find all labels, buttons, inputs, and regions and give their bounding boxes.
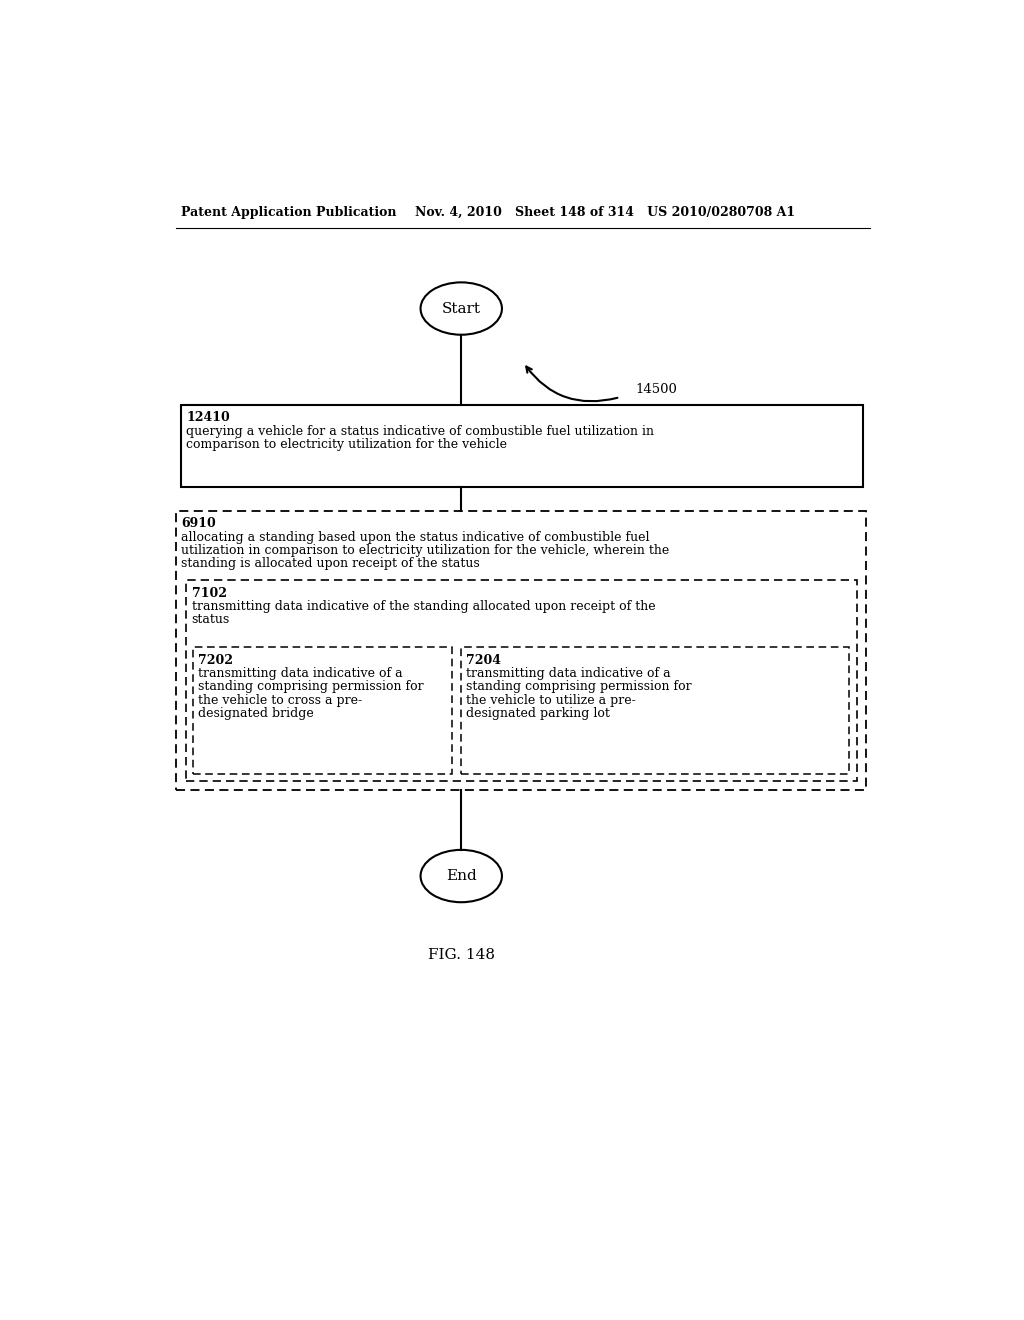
Text: the vehicle to utilize a pre-: the vehicle to utilize a pre- [466, 693, 636, 706]
Text: designated parking lot: designated parking lot [466, 706, 609, 719]
Text: 6910: 6910 [181, 517, 216, 531]
Text: standing is allocated upon receipt of the status: standing is allocated upon receipt of th… [181, 557, 480, 570]
Text: 12410: 12410 [186, 411, 229, 424]
Text: transmitting data indicative of the standing allocated upon receipt of the: transmitting data indicative of the stan… [191, 601, 655, 614]
Text: 14500: 14500 [636, 383, 678, 396]
Text: End: End [445, 869, 476, 883]
Text: querying a vehicle for a status indicative of combustible fuel utilization in: querying a vehicle for a status indicati… [186, 425, 654, 438]
Text: designated bridge: designated bridge [198, 706, 313, 719]
Text: Nov. 4, 2010   Sheet 148 of 314   US 2010/0280708 A1: Nov. 4, 2010 Sheet 148 of 314 US 2010/02… [415, 206, 795, 219]
Text: Start: Start [441, 301, 480, 315]
Text: the vehicle to cross a pre-: the vehicle to cross a pre- [198, 693, 361, 706]
Text: transmitting data indicative of a: transmitting data indicative of a [198, 668, 402, 680]
Text: FIG. 148: FIG. 148 [428, 948, 495, 962]
Text: status: status [191, 614, 229, 627]
Bar [186, 581, 856, 780]
Bar [461, 647, 849, 775]
Text: Patent Application Publication: Patent Application Publication [180, 206, 396, 219]
Text: comparison to electricity utilization for the vehicle: comparison to electricity utilization fo… [186, 438, 507, 451]
Text: allocating a standing based upon the status indicative of combustible fuel: allocating a standing based upon the sta… [181, 531, 650, 544]
Bar [176, 511, 866, 789]
Text: standing comprising permission for: standing comprising permission for [466, 681, 691, 693]
Text: utilization in comparison to electricity utilization for the vehicle, wherein th: utilization in comparison to electricity… [181, 544, 670, 557]
Text: 7202: 7202 [198, 653, 232, 667]
Text: 7204: 7204 [466, 653, 501, 667]
Bar [180, 405, 862, 487]
Text: transmitting data indicative of a: transmitting data indicative of a [466, 668, 671, 680]
Bar [194, 647, 452, 775]
Text: standing comprising permission for: standing comprising permission for [198, 681, 423, 693]
Text: 7102: 7102 [191, 586, 226, 599]
